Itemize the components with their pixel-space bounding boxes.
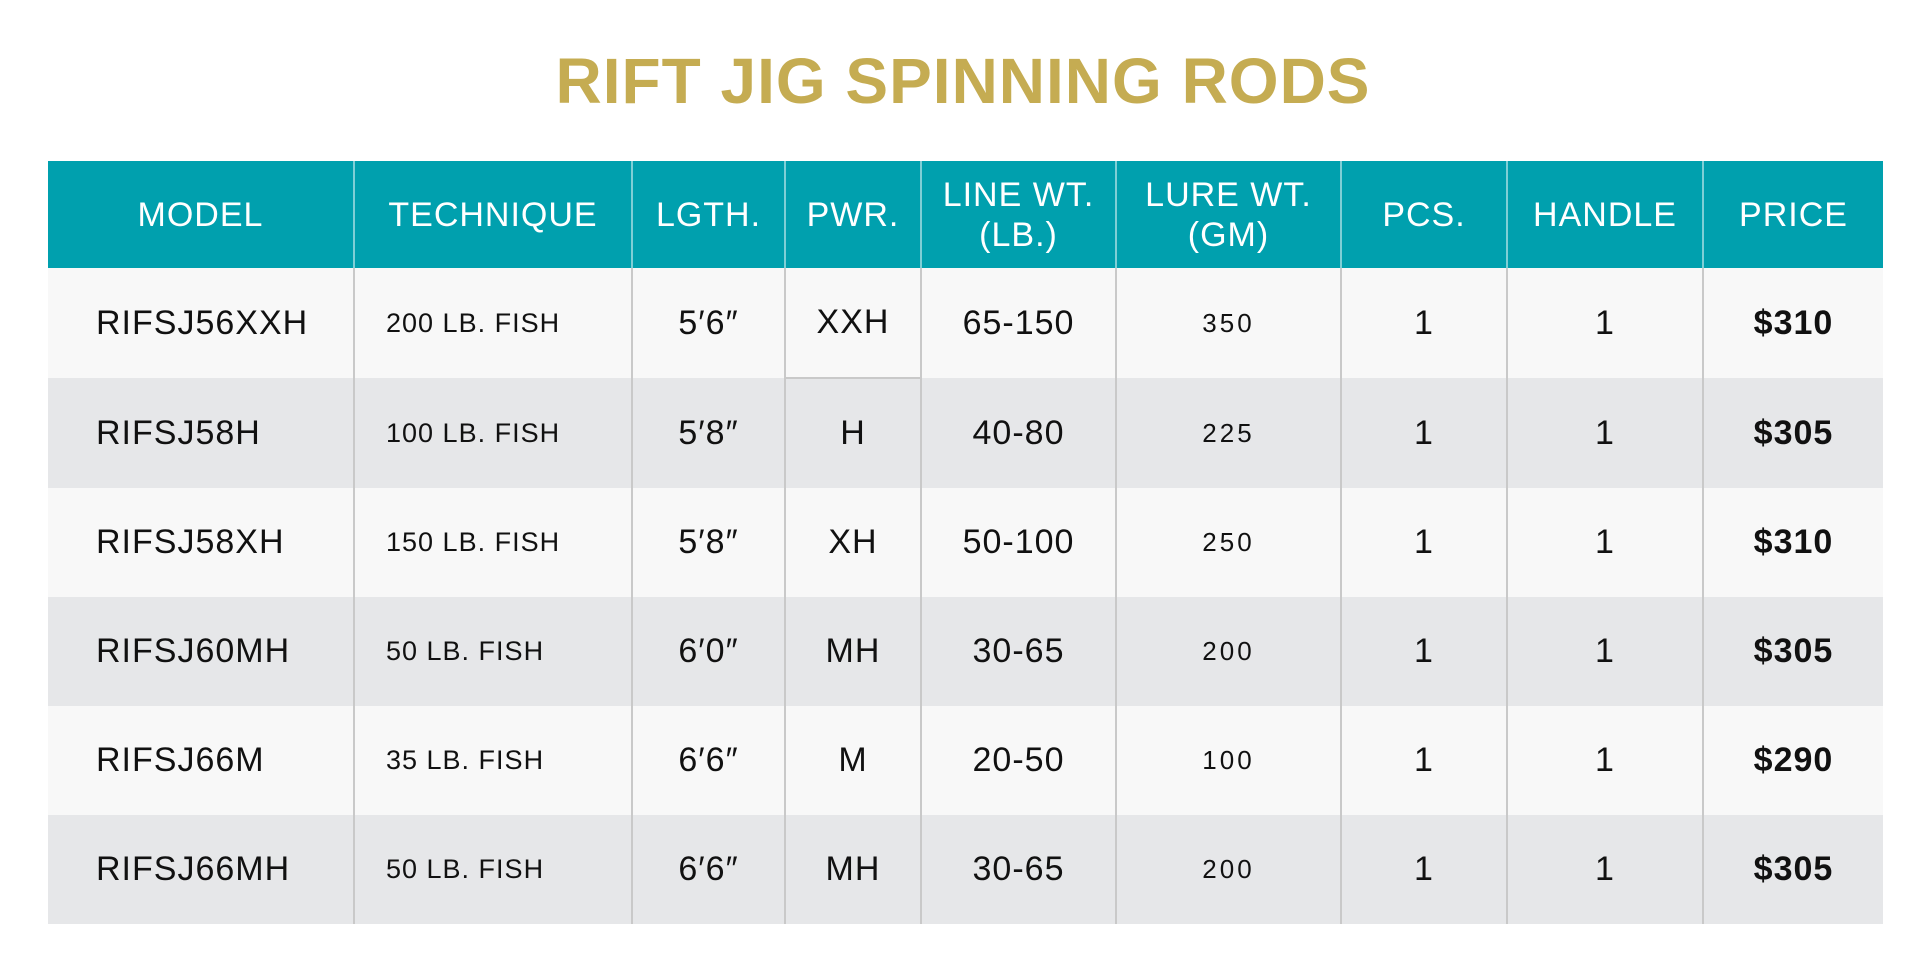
cell-model: RIFSJ60MH bbox=[48, 597, 354, 706]
cell-pieces: 1 bbox=[1340, 488, 1507, 597]
cell-length: 6′6″ bbox=[631, 706, 785, 815]
cell-handle: 1 bbox=[1506, 815, 1703, 924]
cell-price: $310 bbox=[1702, 268, 1883, 378]
cell-price: $310 bbox=[1702, 488, 1883, 597]
cell-lure-weight: 200 bbox=[1115, 597, 1341, 706]
cell-pieces: 1 bbox=[1340, 706, 1507, 815]
cell-model: RIFSJ56XXH bbox=[48, 268, 354, 378]
cell-lure-weight: 200 bbox=[1115, 815, 1341, 924]
cell-model: RIFSJ58XH bbox=[48, 488, 354, 597]
cell-technique: 50 LB. FISH bbox=[353, 815, 632, 924]
cell-power: MH bbox=[784, 815, 921, 924]
col-lure-weight-l1: LURE WT. bbox=[1145, 175, 1312, 214]
cell-handle: 1 bbox=[1506, 597, 1703, 706]
col-line-weight: LINE WT. (LB.) bbox=[920, 161, 1116, 268]
cell-handle: 1 bbox=[1506, 488, 1703, 597]
cell-line-weight: 65-150 bbox=[920, 268, 1116, 378]
cell-length: 6′6″ bbox=[631, 815, 785, 924]
cell-line-weight: 50-100 bbox=[920, 488, 1116, 597]
col-model: MODEL bbox=[48, 161, 354, 268]
page-title: RIFT JIG SPINNING RODS bbox=[555, 45, 1371, 117]
col-line-weight-l1: LINE WT. bbox=[942, 175, 1095, 214]
table-row: RIFSJ58XH 150 LB. FISH 5′8″ XH 50-100 250 1 1 $3… bbox=[48, 488, 1883, 597]
col-power: PWR. bbox=[784, 161, 921, 268]
cell-power: MH bbox=[784, 597, 921, 706]
cell-price: $305 bbox=[1702, 378, 1883, 488]
cell-price: $305 bbox=[1702, 815, 1883, 924]
cell-pieces: 1 bbox=[1340, 378, 1507, 488]
col-length: LGTH. bbox=[631, 161, 785, 268]
cell-lure-weight: 250 bbox=[1115, 488, 1341, 597]
col-lure-weight-l2: (GM) bbox=[1187, 215, 1270, 254]
col-line-weight-l2: (LB.) bbox=[979, 215, 1058, 254]
table-row: RIFSJ66M 35 LB. FISH 6′6″ M 20-50 100 1 1 $290 bbox=[48, 706, 1883, 815]
cell-technique: 150 LB. FISH bbox=[353, 488, 632, 597]
cell-power: M bbox=[784, 706, 921, 815]
cell-pieces: 1 bbox=[1340, 268, 1507, 378]
cell-pieces: 1 bbox=[1340, 815, 1507, 924]
col-handle: HANDLE bbox=[1506, 161, 1703, 268]
cell-handle: 1 bbox=[1506, 378, 1703, 488]
cell-handle: 1 bbox=[1506, 706, 1703, 815]
col-price: PRICE bbox=[1702, 161, 1883, 268]
cell-lure-weight: 350 bbox=[1115, 268, 1341, 378]
table-row: RIFSJ66MH 50 LB. FISH 6′6″ MH 30-65 200 1 1 $305 bbox=[48, 815, 1883, 924]
header-row: MODEL TECHNIQUE LGTH. PWR. LINE WT. (LB.)… bbox=[48, 161, 1883, 268]
cell-line-weight: 20-50 bbox=[920, 706, 1116, 815]
col-pieces: PCS. bbox=[1340, 161, 1507, 268]
table-row: RIFSJ58H 100 LB. FISH 5′8″ H 40-80 225 1 1 $305 bbox=[48, 378, 1883, 488]
cell-line-weight: 30-65 bbox=[920, 815, 1116, 924]
cell-power: H bbox=[784, 378, 921, 488]
cell-price: $290 bbox=[1702, 706, 1883, 815]
cell-length: 6′0″ bbox=[631, 597, 785, 706]
cell-model: RIFSJ58H bbox=[48, 378, 354, 488]
cell-power: XH bbox=[784, 488, 921, 597]
cell-line-weight: 40-80 bbox=[920, 378, 1116, 488]
cell-power: XXH bbox=[784, 268, 921, 379]
table-row: RIFSJ60MH 50 LB. FISH 6′0″ MH 30-65 200 1 1 $305 bbox=[48, 597, 1883, 706]
cell-line-weight: 30-65 bbox=[920, 597, 1116, 706]
col-technique: TECHNIQUE bbox=[353, 161, 632, 268]
cell-price: $305 bbox=[1702, 597, 1883, 706]
cell-lure-weight: 225 bbox=[1115, 378, 1341, 488]
cell-handle: 1 bbox=[1506, 268, 1703, 378]
cell-lure-weight: 100 bbox=[1115, 706, 1341, 815]
cell-technique: 35 LB. FISH bbox=[353, 706, 632, 815]
cell-length: 5′6″ bbox=[631, 268, 785, 378]
cell-model: RIFSJ66M bbox=[48, 706, 354, 815]
cell-technique: 50 LB. FISH bbox=[353, 597, 632, 706]
cell-pieces: 1 bbox=[1340, 597, 1507, 706]
cell-length: 5′8″ bbox=[631, 378, 785, 488]
cell-technique: 200 LB. FISH bbox=[353, 268, 632, 378]
cell-technique: 100 LB. FISH bbox=[353, 378, 632, 488]
rod-spec-table: MODEL TECHNIQUE LGTH. PWR. LINE WT. (LB.)… bbox=[48, 161, 1883, 924]
col-lure-weight: LURE WT. (GM) bbox=[1115, 161, 1341, 268]
cell-model: RIFSJ66MH bbox=[48, 815, 354, 924]
cell-length: 5′8″ bbox=[631, 488, 785, 597]
table-row: RIFSJ56XXH 200 LB. FISH 5′6″ XXH 65-150 350 1 1… bbox=[48, 268, 1883, 379]
